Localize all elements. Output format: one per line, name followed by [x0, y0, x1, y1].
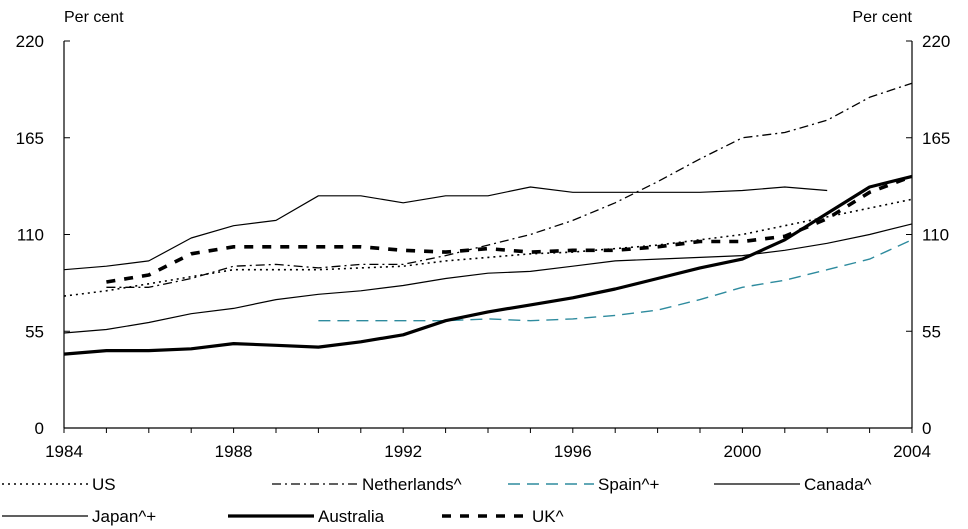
y-tick-label-left: 220 — [16, 32, 44, 51]
y-tick-label-right: 220 — [922, 32, 950, 51]
left-axis-unit-label: Per cent — [64, 9, 124, 26]
series-line-canada — [63, 186, 828, 271]
series-line-us — [63, 198, 913, 297]
x-axis-ticks: 1984 1988 1992 1996 2000 2004 — [45, 428, 931, 461]
y-axis-ticks: 0 0 55 55 110 110 165 165 220 220 — [16, 32, 951, 438]
x-tick-label: 2004 — [893, 442, 931, 461]
legend-label: Netherlands^ — [362, 475, 462, 494]
series-line-netherlands — [106, 82, 913, 288]
legend: US Netherlands^ Spain^+ Canada^ Japan^+ Austr… — [2, 475, 872, 526]
y-tick-label-right: 165 — [922, 129, 950, 148]
legend-label: Japan^+ — [92, 507, 156, 526]
legend-label: UK^ — [532, 507, 564, 526]
y-tick-label-left: 165 — [16, 129, 44, 148]
series-line-uk — [106, 174, 913, 284]
y-tick-label-left: 110 — [17, 226, 44, 245]
x-tick-label: 1988 — [215, 442, 253, 461]
x-tick-label: 2000 — [723, 442, 761, 461]
y-tick-label-right: 0 — [922, 419, 931, 438]
legend-label: Canada^ — [804, 475, 872, 494]
y-tick-label-right: 55 — [922, 322, 941, 341]
legend-label: Australia — [318, 507, 385, 526]
x-tick-label: 1996 — [554, 442, 592, 461]
series-line-australia — [63, 174, 913, 356]
y-tick-label-left: 0 — [35, 419, 44, 438]
y-tick-label-right: 110 — [922, 226, 949, 245]
series-line-japan — [63, 223, 913, 334]
legend-label: US — [92, 475, 116, 494]
y-tick-label-left: 55 — [25, 322, 44, 341]
legend-label: Spain^+ — [598, 475, 659, 494]
series-line-spain — [318, 239, 913, 322]
x-tick-label: 1984 — [45, 442, 83, 461]
right-axis-unit-label: Per cent — [852, 9, 912, 26]
x-tick-label: 1992 — [384, 442, 422, 461]
series-layer — [63, 82, 913, 356]
